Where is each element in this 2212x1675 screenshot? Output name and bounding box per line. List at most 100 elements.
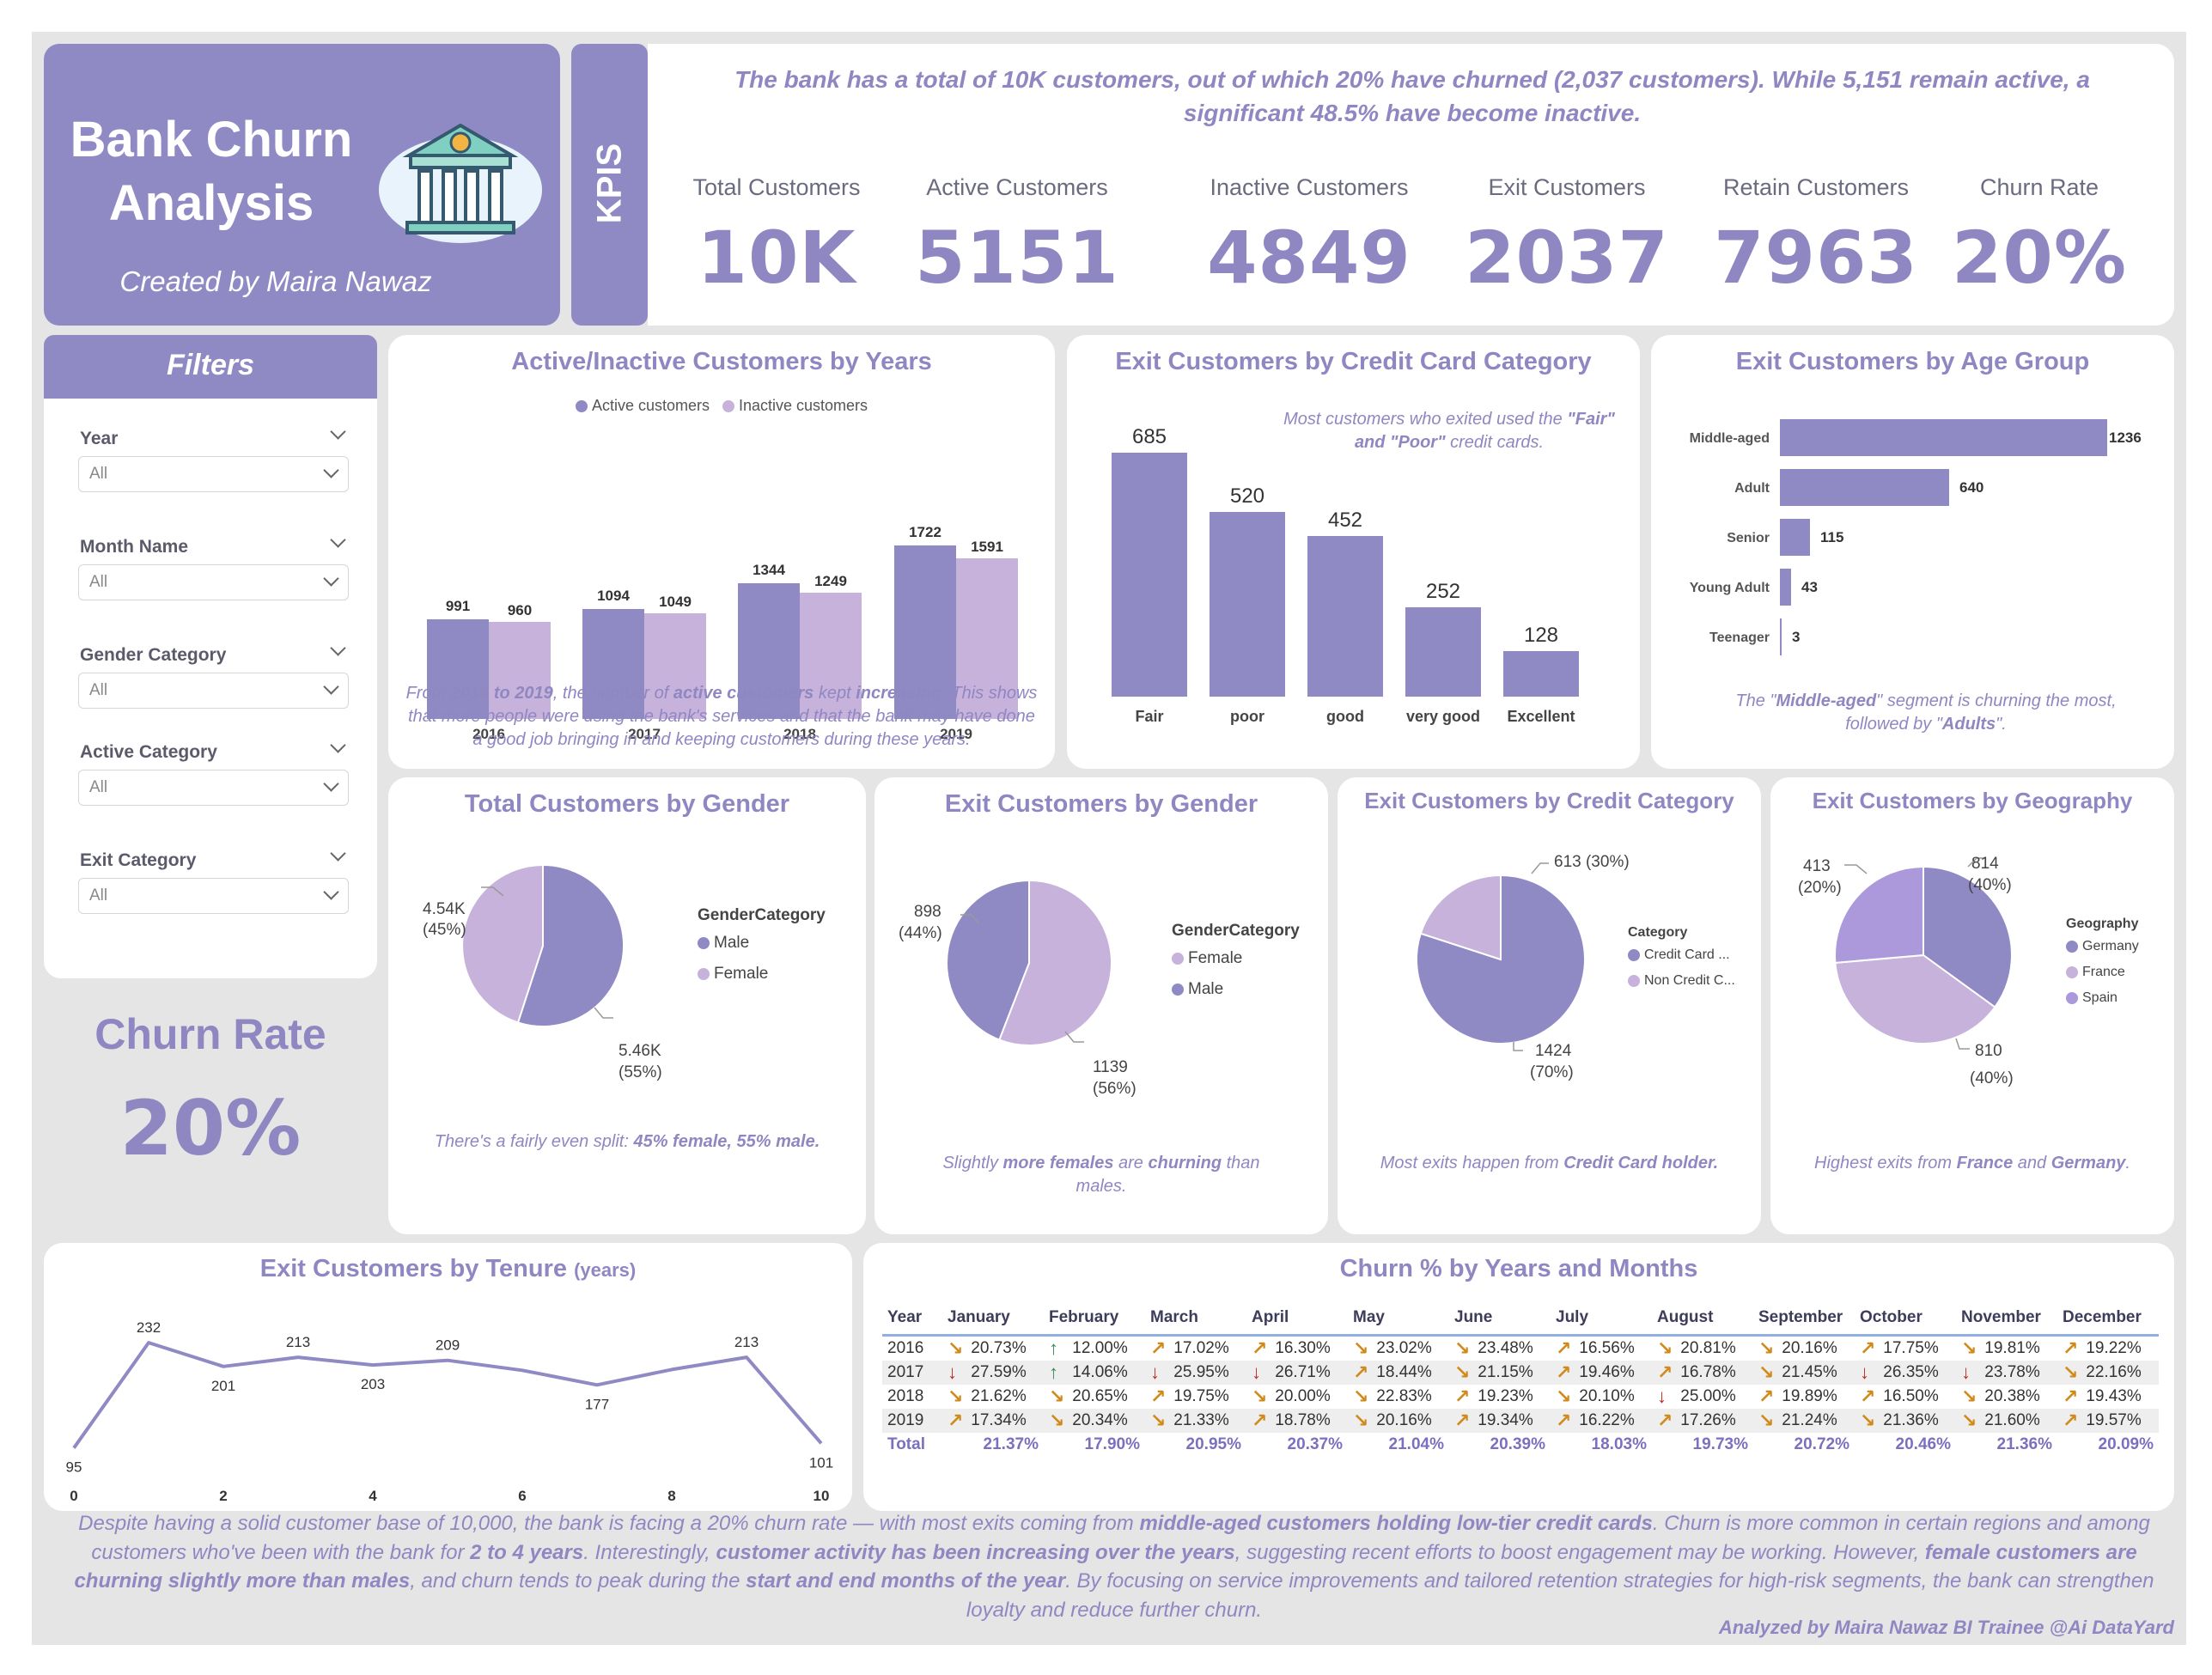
bar-2017-inactive[interactable] xyxy=(644,613,706,719)
note-text: The " xyxy=(1735,691,1776,710)
col-header-year[interactable]: Year xyxy=(882,1305,942,1337)
label-very-good: 252 xyxy=(1426,580,1460,603)
bar-adult[interactable] xyxy=(1780,469,1949,506)
slice-female[interactable] xyxy=(461,863,544,1024)
y-tick-teenager: Teenager xyxy=(1709,630,1770,645)
arrow-up-icon: ↗ xyxy=(1252,1409,1268,1431)
bar-fair[interactable] xyxy=(1112,453,1187,697)
filter-month-collapse-icon[interactable] xyxy=(330,532,346,548)
kpi-value-inactive: 4849 xyxy=(1207,216,1411,300)
label-teenager: 3 xyxy=(1792,629,1800,645)
tenure-label-7: 177 xyxy=(585,1396,609,1412)
slice-spain[interactable] xyxy=(1834,865,1924,964)
bar-teenager[interactable] xyxy=(1780,618,1782,655)
bar-senior[interactable] xyxy=(1780,519,1810,556)
footer-text: . By focusing on service improvements an… xyxy=(966,1569,2154,1622)
legend-male: Male xyxy=(698,934,826,953)
bar-2016-active[interactable] xyxy=(427,619,489,719)
bar-good[interactable] xyxy=(1307,536,1383,697)
leader-male xyxy=(960,914,980,924)
cell-value: 20.00% xyxy=(1271,1387,1331,1405)
active-inactive-card: Active/Inactive Customers by Years Activ… xyxy=(388,335,1055,769)
title-line1: Bank Churn xyxy=(70,112,353,168)
geography-card: Exit Customers by Geography 413 (20%) 81… xyxy=(1770,777,2174,1234)
filter-month-select[interactable]: All xyxy=(78,564,349,600)
cell-value: 16.30% xyxy=(1271,1339,1331,1357)
bar-middle-aged[interactable] xyxy=(1780,419,2107,456)
table-cell: ↓ 25.00% xyxy=(1652,1385,1753,1409)
title-card: Bank Churn Analysis Created by Maira Naw… xyxy=(44,44,560,326)
col-header-may[interactable]: May xyxy=(1348,1305,1449,1337)
table-cell: ↗ 17.34% xyxy=(942,1409,1044,1433)
credit-card-card: Exit Customers by Credit Card Category M… xyxy=(1067,335,1640,769)
bar-poor[interactable] xyxy=(1210,512,1285,697)
filter-year-select[interactable]: All xyxy=(78,456,349,492)
cell-value: 19.23% xyxy=(1473,1387,1533,1405)
table-cell: ↘ 20.10% xyxy=(1551,1385,1652,1409)
tenure-label-9: 213 xyxy=(734,1334,759,1350)
note-text: Slightly xyxy=(942,1154,1003,1172)
cell-value: 12.00% xyxy=(1068,1339,1128,1357)
slice-male[interactable] xyxy=(516,863,625,1027)
bar-2016-inactive[interactable] xyxy=(489,622,551,719)
arrow-down-icon: ↘ xyxy=(1150,1409,1167,1431)
table-cell: ↓ 27.59% xyxy=(942,1361,1044,1385)
cell-value: 26.35% xyxy=(1879,1363,1939,1381)
slice-germany[interactable] xyxy=(1923,865,2013,1008)
active-inactive-note: From 2016 to 2019, the number of active … xyxy=(405,682,1038,752)
slice-non-credit-card[interactable] xyxy=(1419,874,1502,961)
label-male-value: 898 xyxy=(914,903,941,921)
arrow-down-icon: ↘ xyxy=(1049,1409,1065,1431)
col-header-july[interactable]: July xyxy=(1551,1305,1652,1337)
cell-value: 16.78% xyxy=(1676,1363,1736,1381)
note-bold: Credit Card holder. xyxy=(1563,1154,1719,1172)
filter-exit-select[interactable]: All xyxy=(78,878,349,914)
tenure-chart: 95 232 201 213 203 209 177 213 101 0 2 4 6 8 10 xyxy=(66,1319,834,1504)
bar-excellent[interactable] xyxy=(1503,651,1579,697)
kpi-value-active: 5151 xyxy=(915,216,1119,300)
label-female-pct: (56%) xyxy=(1093,1080,1136,1098)
bar-2019-inactive[interactable] xyxy=(956,558,1018,719)
col-header-november[interactable]: November xyxy=(1956,1305,2057,1337)
leader-male xyxy=(594,1007,613,1019)
bar-young-adult[interactable] xyxy=(1780,569,1791,606)
col-header-february[interactable]: February xyxy=(1044,1305,1145,1337)
col-header-march[interactable]: March xyxy=(1145,1305,1246,1337)
credit-card-chart: 685 520 452 252 128 Fair poor good very … xyxy=(1112,425,1579,725)
tenure-x-tick-6: 6 xyxy=(518,1488,526,1504)
note-text: credit cards. xyxy=(1445,433,1545,452)
bar-2018-inactive[interactable] xyxy=(800,593,862,719)
table-cell: ↗ 16.56% xyxy=(1551,1336,1652,1361)
filter-gender-collapse-icon[interactable] xyxy=(330,640,346,656)
slice-credit-card[interactable] xyxy=(1416,874,1586,1045)
footer-text: , and churn tends to peak during the xyxy=(410,1569,746,1593)
filter-year-collapse-icon[interactable] xyxy=(330,423,346,440)
bar-very-good[interactable] xyxy=(1405,607,1481,697)
slice-france[interactable] xyxy=(1834,953,1996,1045)
col-header-september[interactable]: September xyxy=(1753,1305,1855,1337)
churn-table: Year January February March April May June July… xyxy=(882,1305,2159,1457)
bar-2017-active[interactable] xyxy=(582,609,644,719)
col-header-october[interactable]: October xyxy=(1855,1305,1956,1337)
filter-exit-collapse-icon[interactable] xyxy=(330,845,346,862)
col-header-august[interactable]: August xyxy=(1652,1305,1753,1337)
col-header-december[interactable]: December xyxy=(2057,1305,2159,1337)
creator-subtitle: Created by Maira Nawaz xyxy=(119,265,432,297)
filter-active-collapse-icon[interactable] xyxy=(330,737,346,753)
cell-value: 21.36% xyxy=(1879,1411,1939,1429)
bar-2019-active[interactable] xyxy=(894,545,956,719)
slice-female[interactable] xyxy=(998,879,1113,1046)
table-cell: ↗ 19.43% xyxy=(2057,1385,2159,1409)
legend-germany-dot xyxy=(2066,940,2078,953)
churn-rate-value: 20% xyxy=(119,1084,302,1172)
col-header-april[interactable]: April xyxy=(1246,1305,1348,1337)
note-bold: increasing xyxy=(856,684,942,703)
filter-active-select[interactable]: All xyxy=(78,770,349,806)
cell-value: 16.22% xyxy=(1575,1411,1635,1429)
filter-gender-select[interactable]: All xyxy=(78,673,349,709)
bar-2018-active[interactable] xyxy=(738,583,800,719)
cell-value: 23.02% xyxy=(1372,1339,1432,1357)
col-header-june[interactable]: June xyxy=(1449,1305,1551,1337)
col-header-january[interactable]: January xyxy=(942,1305,1044,1337)
slice-male[interactable] xyxy=(946,879,1030,1041)
